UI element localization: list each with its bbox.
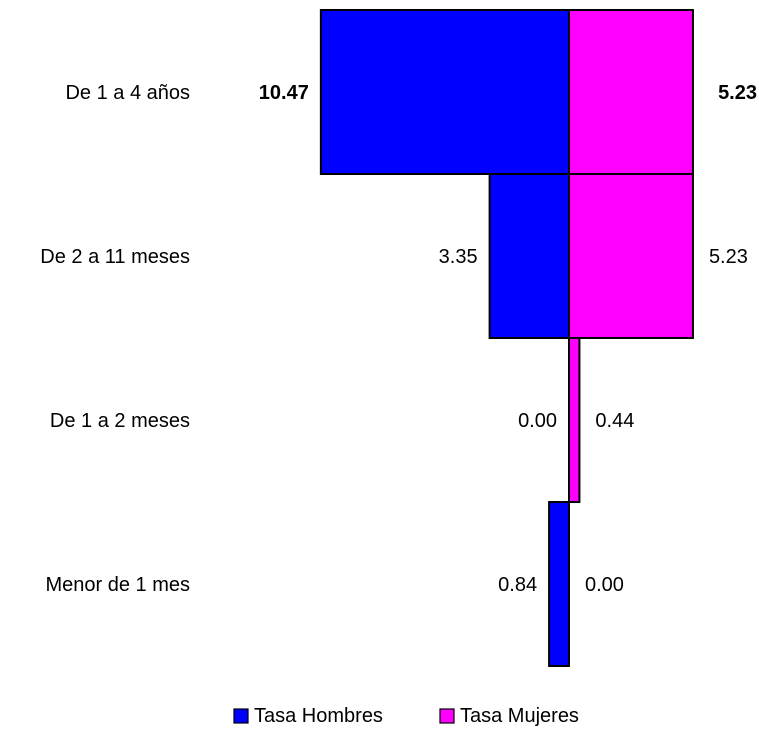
category-label-menor-de-1-mes: Menor de 1 mes [45, 574, 190, 596]
data-label-mujeres-de-1-a-4-anos: 5.23 [718, 82, 757, 104]
category-label-de-1-a-4-anos: De 1 a 4 años [65, 82, 190, 104]
legend-swatch-hombres [233, 708, 249, 724]
legend-label-hombres: Tasa Hombres [254, 705, 383, 727]
bar-mujeres-de-2-a-11-meses [568, 173, 694, 339]
bar-hombres-de-2-a-11-meses [488, 173, 571, 339]
bar-mujeres-de-1-a-2-meses [568, 337, 581, 503]
bar-mujeres-de-1-a-4-anos [568, 9, 694, 175]
data-label-hombres-de-1-a-4-anos: 10.47 [259, 82, 309, 104]
bar-hombres-de-1-a-4-anos [319, 9, 570, 175]
bar-hombres-menor-de-1-mes [548, 501, 570, 667]
data-label-mujeres-menor-de-1-mes: 0.00 [585, 574, 624, 596]
category-label-de-1-a-2-meses: De 1 a 2 meses [50, 410, 190, 432]
legend: Tasa Hombres Tasa Mujeres [233, 705, 579, 727]
legend-swatch-mujeres [439, 708, 455, 724]
data-label-mujeres-de-1-a-2-meses: 0.44 [595, 410, 634, 432]
data-label-mujeres-de-2-a-11-meses: 5.23 [709, 246, 748, 268]
category-label-de-2-a-11-meses: De 2 a 11 meses [40, 246, 190, 268]
bars-layer [319, 9, 694, 667]
labels-layer: De 1 a 4 años 10.47 5.23 De 2 a 11 meses 3.3… [40, 82, 757, 596]
legend-label-mujeres: Tasa Mujeres [460, 705, 579, 727]
data-label-hombres-de-1-a-2-meses: 0.00 [518, 410, 557, 432]
data-label-hombres-de-2-a-11-meses: 3.35 [439, 246, 478, 268]
data-label-hombres-menor-de-1-mes: 0.84 [498, 574, 537, 596]
